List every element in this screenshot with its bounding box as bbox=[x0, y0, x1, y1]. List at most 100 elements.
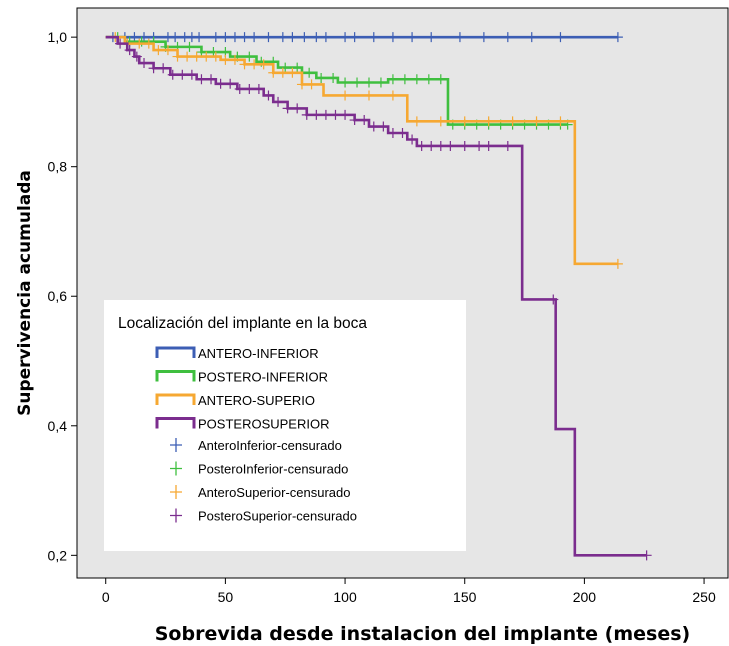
censored-mark bbox=[239, 59, 250, 70]
censored-mark bbox=[387, 128, 398, 139]
legend-entry: AnteroInferior-censurado bbox=[198, 438, 342, 453]
censored-mark bbox=[292, 103, 303, 114]
censored-mark bbox=[263, 90, 274, 101]
censored-mark bbox=[153, 45, 164, 56]
censored-mark bbox=[340, 77, 351, 88]
censored-mark bbox=[191, 51, 202, 62]
legend-entry: POSTEROSUPERIOR bbox=[198, 417, 329, 432]
censored-mark bbox=[555, 116, 566, 127]
censored-mark bbox=[435, 74, 446, 85]
censored-mark bbox=[311, 109, 322, 120]
censored-mark bbox=[320, 32, 331, 43]
censored-mark bbox=[502, 32, 513, 43]
censored-mark bbox=[548, 294, 559, 305]
censored-mark bbox=[148, 63, 159, 74]
censored-mark bbox=[411, 116, 422, 127]
censored-mark bbox=[292, 62, 303, 73]
series-1 bbox=[105, 32, 573, 130]
censored-mark bbox=[182, 51, 193, 62]
legend-censor-swatch bbox=[170, 508, 182, 523]
censored-mark bbox=[201, 51, 212, 62]
censored-mark bbox=[210, 51, 221, 62]
censored-mark bbox=[454, 32, 465, 43]
censored-mark bbox=[115, 38, 126, 49]
censored-mark bbox=[162, 45, 173, 56]
y-axis-title: Supervivencia acumulada bbox=[15, 170, 35, 416]
censored-mark bbox=[277, 32, 288, 43]
censored-mark bbox=[507, 116, 518, 127]
censored-mark bbox=[435, 140, 446, 151]
censored-mark bbox=[483, 116, 494, 127]
censored-mark bbox=[220, 32, 231, 43]
censored-mark bbox=[349, 115, 360, 126]
censored-mark bbox=[131, 51, 142, 62]
series-2 bbox=[105, 32, 623, 269]
legend-censor-swatch bbox=[170, 485, 182, 499]
y-tick-label: 0,6 bbox=[48, 288, 68, 304]
censored-mark bbox=[340, 109, 351, 120]
censored-mark bbox=[206, 74, 217, 85]
censored-mark bbox=[268, 67, 279, 78]
x-tick-label: 0 bbox=[102, 589, 110, 605]
censored-mark bbox=[352, 77, 363, 88]
x-tick-label: 150 bbox=[453, 589, 477, 605]
censored-mark bbox=[287, 67, 298, 78]
censored-mark bbox=[234, 83, 245, 94]
x-tick-label: 200 bbox=[573, 589, 597, 605]
legend-line-swatch bbox=[155, 417, 196, 429]
series-layer bbox=[105, 32, 652, 561]
y-tick-label: 0,2 bbox=[48, 547, 68, 563]
legend-line-swatch bbox=[155, 346, 196, 358]
censored-mark bbox=[184, 41, 195, 52]
legend-entry: AnteroSuperior-censurado bbox=[198, 485, 350, 500]
censored-mark bbox=[378, 121, 389, 132]
censored-mark bbox=[220, 54, 231, 65]
censored-mark bbox=[459, 140, 470, 151]
legend-line-swatch bbox=[155, 393, 196, 405]
censored-mark bbox=[210, 32, 221, 43]
censored-mark bbox=[244, 83, 255, 94]
censored-mark bbox=[423, 74, 434, 85]
x-tick-label: 250 bbox=[692, 589, 716, 605]
censored-mark bbox=[330, 109, 341, 120]
censored-mark bbox=[277, 67, 288, 78]
censored-mark bbox=[249, 59, 260, 70]
censored-mark bbox=[426, 140, 437, 151]
censored-mark bbox=[301, 109, 312, 120]
survival-curve-3 bbox=[105, 35, 647, 557]
y-tick-label: 0,4 bbox=[48, 418, 68, 434]
censored-mark bbox=[612, 32, 623, 43]
censored-mark bbox=[474, 140, 485, 151]
censored-mark bbox=[287, 32, 298, 43]
censored-mark bbox=[229, 32, 240, 43]
legend-entry: ANTERO-SUPERIO bbox=[198, 393, 315, 408]
censored-mark bbox=[387, 32, 398, 43]
censored-mark bbox=[225, 78, 236, 89]
censored-mark bbox=[143, 38, 154, 49]
censored-mark bbox=[124, 36, 135, 47]
censored-mark bbox=[320, 109, 331, 120]
legend-title: Localización del implante en la boca bbox=[118, 315, 367, 332]
censored-mark bbox=[375, 77, 386, 88]
censored-mark bbox=[177, 69, 188, 80]
censored-mark bbox=[359, 115, 370, 126]
censored-mark bbox=[612, 258, 623, 269]
axis-layer: 0 50 100 150 200 250 0,2 0,4 0,6 0,8 1,0 Sobrevida … bbox=[15, 29, 716, 645]
legend-censor-swatch bbox=[170, 461, 182, 476]
legend-line-swatch bbox=[155, 370, 196, 382]
legend-entry: PosteroSuperior-censurado bbox=[198, 509, 357, 524]
censored-mark bbox=[555, 32, 566, 43]
censored-mark bbox=[299, 32, 310, 43]
censored-mark bbox=[172, 51, 183, 62]
series-3 bbox=[105, 35, 652, 561]
censored-mark bbox=[280, 62, 291, 73]
censored-mark bbox=[502, 140, 513, 151]
censored-mark bbox=[459, 116, 470, 127]
censored-mark bbox=[340, 90, 351, 101]
censored-mark bbox=[239, 32, 250, 43]
censored-mark bbox=[411, 74, 422, 85]
censored-mark bbox=[387, 90, 398, 101]
censored-mark bbox=[531, 116, 542, 127]
censored-mark bbox=[526, 32, 537, 43]
x-axis-title: Sobrevida desde instalacion del implante… bbox=[155, 623, 691, 645]
